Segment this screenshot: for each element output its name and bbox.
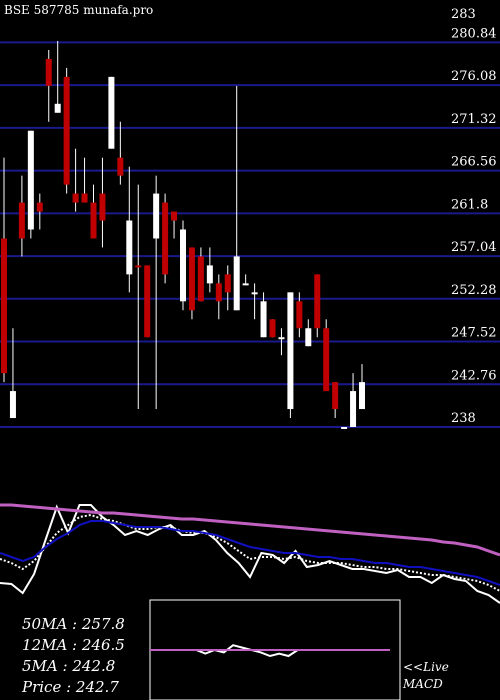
candle-body — [197, 256, 204, 302]
candle-body — [323, 328, 330, 392]
candle-body — [99, 193, 106, 221]
candle-body — [215, 283, 222, 302]
y-tick-label: 242.76 — [451, 368, 497, 383]
candle-body — [305, 328, 312, 347]
live-link[interactable]: <<Live — [403, 660, 449, 674]
candle-body — [341, 427, 348, 429]
candle-body — [144, 265, 151, 338]
candle-body — [206, 265, 213, 284]
candle-body — [27, 130, 34, 230]
indicator-panel — [0, 503, 500, 604]
candle-body — [314, 274, 321, 329]
candle-body — [350, 391, 357, 427]
ma50-label: 50MA : 257.8 — [22, 615, 125, 633]
indicator-line — [0, 503, 500, 557]
candle-body — [162, 202, 169, 275]
candle-body — [72, 193, 79, 203]
macd-label: MACD — [402, 677, 443, 691]
candle-body — [1, 238, 7, 374]
price-axis: 283 280.84 276.08 271.32 266.56 261.8 257.04 25… — [451, 7, 497, 426]
candle-body — [135, 265, 142, 268]
candle-body — [63, 76, 70, 185]
ma12-label: 12MA : 246.5 — [22, 636, 125, 654]
indicator-line — [0, 504, 500, 604]
candle-body — [108, 76, 115, 149]
candle-body — [332, 382, 339, 410]
y-tick-label: 276.08 — [451, 69, 497, 84]
y-tick-label: 247.52 — [451, 326, 497, 341]
candlesticks — [1, 40, 365, 429]
candle-body — [359, 382, 365, 410]
y-tick-label: 271.32 — [451, 112, 497, 127]
candle-body — [126, 220, 133, 275]
y-tick-label: 238 — [451, 411, 476, 426]
candle-body — [117, 157, 124, 176]
candle-body — [296, 301, 303, 329]
candle-body — [9, 391, 16, 419]
candle-body — [224, 274, 231, 293]
indicator-line — [0, 520, 500, 586]
candle-body — [54, 103, 61, 113]
candle-body — [188, 247, 195, 311]
candle-body — [180, 229, 186, 302]
candle-body — [269, 319, 276, 338]
y-tick-label: 261.8 — [451, 197, 488, 212]
y-tick-label: 257.04 — [451, 240, 497, 255]
candle-body — [45, 58, 52, 86]
indicator-line — [0, 513, 500, 592]
candle-body — [81, 193, 88, 203]
y-tick-label: 283 — [451, 7, 476, 22]
candle-body — [260, 301, 267, 338]
ma5-label: 5MA : 242.8 — [22, 657, 115, 675]
candle-body — [18, 202, 25, 239]
y-tick-label: 252.28 — [451, 283, 497, 298]
candle-body — [171, 211, 178, 221]
y-tick-label: 280.84 — [451, 26, 497, 41]
chart-title: BSE 587785 munafa.pro — [4, 3, 153, 17]
candle-body — [90, 202, 97, 239]
price-label: Price : 242.7 — [21, 678, 119, 696]
candle-body — [153, 193, 160, 239]
price-grid — [0, 41, 500, 428]
candle-body — [233, 256, 240, 311]
macd-panel — [150, 644, 390, 658]
candle-body — [242, 283, 249, 286]
candle-body — [287, 292, 294, 410]
candle-body — [36, 202, 43, 212]
candle-body — [278, 337, 285, 340]
y-tick-label: 266.56 — [451, 155, 497, 170]
candle-body — [251, 292, 258, 295]
